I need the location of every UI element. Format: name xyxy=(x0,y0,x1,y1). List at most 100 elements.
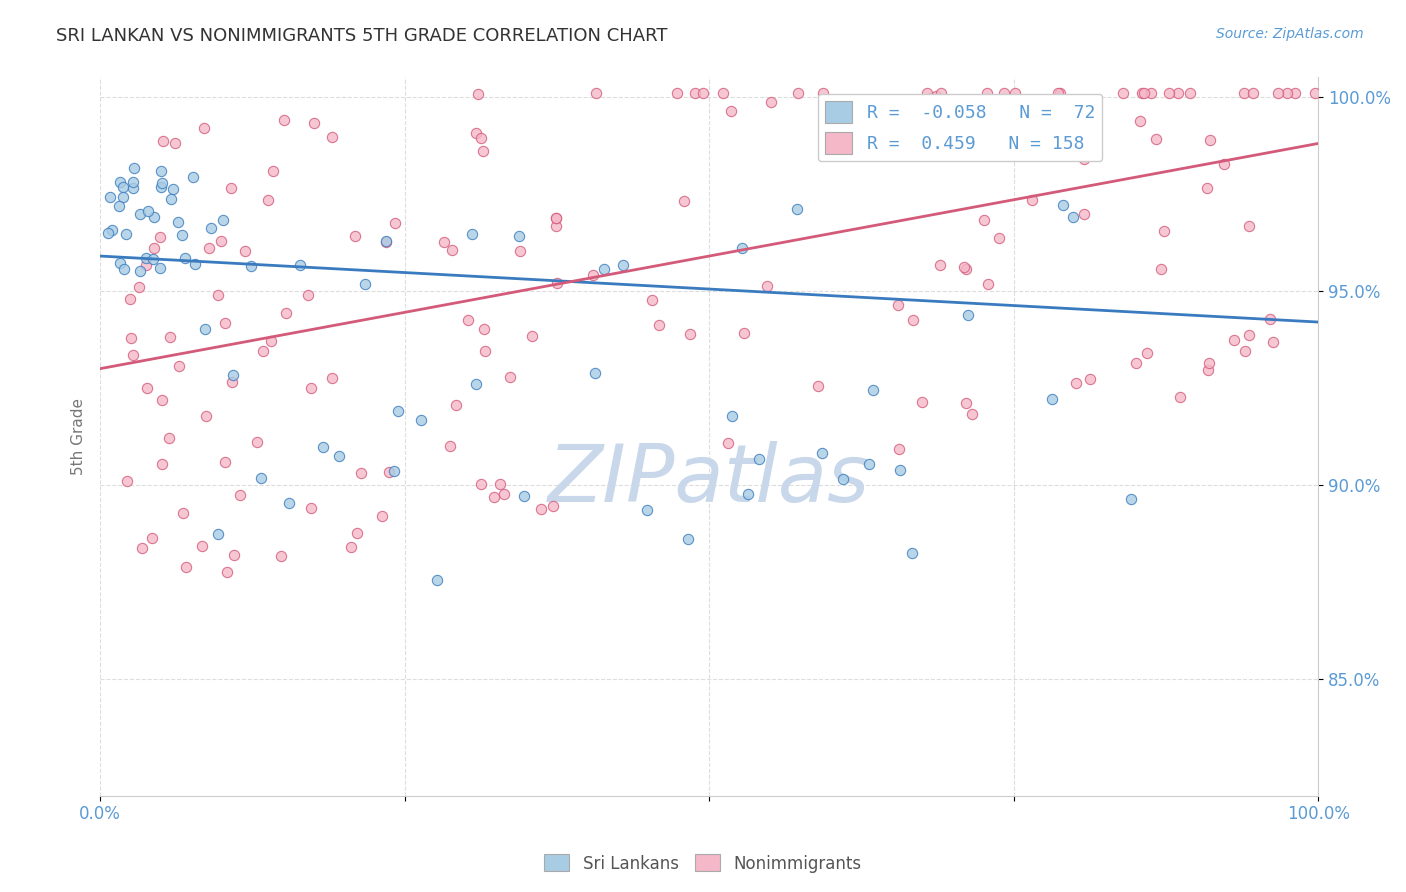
Point xyxy=(149,230,172,244)
Point xyxy=(181,169,204,184)
Point xyxy=(583,366,606,380)
Point xyxy=(100,223,122,237)
Point xyxy=(1157,86,1180,100)
Point xyxy=(593,261,616,276)
Point xyxy=(1237,327,1260,342)
Point xyxy=(1021,193,1043,207)
Point xyxy=(737,486,759,500)
Point xyxy=(375,235,398,249)
Point xyxy=(212,212,235,227)
Point xyxy=(960,407,983,421)
Point xyxy=(1233,343,1256,358)
Point xyxy=(122,161,145,176)
Point xyxy=(1241,86,1264,100)
Point xyxy=(159,330,181,344)
Point xyxy=(955,261,977,276)
Point xyxy=(122,175,145,189)
Point xyxy=(748,451,770,466)
Point xyxy=(152,135,174,149)
Point xyxy=(813,86,835,100)
Point xyxy=(530,502,553,516)
Point xyxy=(143,241,166,255)
Point xyxy=(129,264,152,278)
Point xyxy=(150,176,173,190)
Point xyxy=(277,496,299,510)
Point xyxy=(150,164,173,178)
Point xyxy=(120,292,142,306)
Point xyxy=(297,288,319,302)
Point xyxy=(299,381,322,395)
Point xyxy=(1078,372,1101,386)
Point xyxy=(1140,86,1163,100)
Point xyxy=(509,244,531,258)
Point xyxy=(988,231,1011,245)
Point xyxy=(440,243,463,257)
Point xyxy=(387,404,409,418)
Point xyxy=(512,489,534,503)
Point xyxy=(439,439,461,453)
Point xyxy=(1052,198,1074,212)
Point xyxy=(128,207,150,221)
Point xyxy=(546,219,568,233)
Point xyxy=(679,326,702,341)
Point xyxy=(520,329,543,343)
Point xyxy=(1212,156,1234,170)
Point xyxy=(288,258,311,272)
Point xyxy=(1062,210,1084,224)
Point xyxy=(488,476,510,491)
Point xyxy=(257,193,280,207)
Point xyxy=(866,101,889,115)
Point xyxy=(929,86,952,100)
Point xyxy=(1258,311,1281,326)
Point xyxy=(1233,86,1256,100)
Point xyxy=(246,435,269,450)
Point xyxy=(350,466,373,480)
Point xyxy=(807,379,830,393)
Point xyxy=(142,252,165,266)
Point xyxy=(1144,132,1167,146)
Point xyxy=(274,306,297,320)
Point xyxy=(1223,333,1246,347)
Point xyxy=(136,203,159,218)
Point xyxy=(759,95,782,109)
Point xyxy=(299,500,322,515)
Point xyxy=(932,96,955,111)
Point xyxy=(115,474,138,488)
Point xyxy=(1275,86,1298,100)
Point xyxy=(194,322,217,336)
Point xyxy=(465,376,488,391)
Point xyxy=(1150,261,1173,276)
Point xyxy=(108,199,131,213)
Point xyxy=(214,455,236,469)
Point xyxy=(953,260,976,274)
Point xyxy=(925,88,948,103)
Point xyxy=(641,293,664,307)
Point xyxy=(920,91,942,105)
Point xyxy=(541,499,564,513)
Point xyxy=(1040,392,1063,406)
Point xyxy=(312,440,335,454)
Point xyxy=(1267,86,1289,100)
Point xyxy=(194,409,217,424)
Point xyxy=(207,287,229,301)
Point xyxy=(841,94,863,108)
Point xyxy=(636,502,658,516)
Point xyxy=(858,457,880,471)
Point xyxy=(214,316,236,330)
Point xyxy=(111,179,134,194)
Point xyxy=(887,298,910,312)
Text: SRI LANKAN VS NONIMMIGRANTS 5TH GRADE CORRELATION CHART: SRI LANKAN VS NONIMMIGRANTS 5TH GRADE CO… xyxy=(56,27,668,45)
Point xyxy=(499,370,522,384)
Point xyxy=(229,488,252,502)
Point xyxy=(128,280,150,294)
Point xyxy=(683,86,706,100)
Point xyxy=(191,539,214,553)
Point xyxy=(167,359,190,374)
Point xyxy=(1066,376,1088,391)
Point xyxy=(787,86,810,100)
Point xyxy=(582,268,605,282)
Point xyxy=(411,413,433,427)
Point xyxy=(371,509,394,524)
Point xyxy=(141,531,163,545)
Point xyxy=(97,226,120,240)
